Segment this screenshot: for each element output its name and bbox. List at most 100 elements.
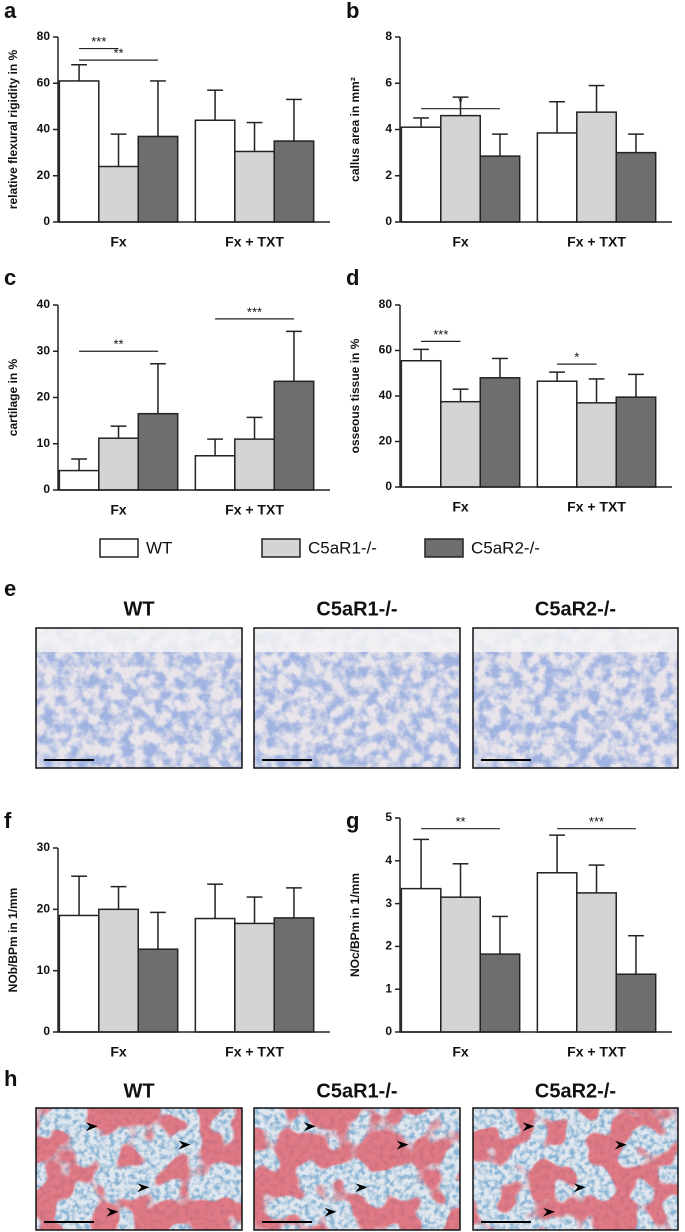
image-title: WT — [123, 1080, 154, 1102]
significance-label: *** — [91, 34, 106, 49]
bar — [234, 922, 275, 1033]
bar — [273, 917, 315, 1033]
bar — [137, 412, 179, 491]
bar — [194, 917, 236, 1033]
image-frame — [35, 627, 243, 769]
legend-swatch — [424, 538, 464, 558]
x-tick-label: Fx + TXT — [567, 499, 626, 515]
significance-label: ** — [113, 46, 123, 61]
image-title: C5aR1-/- — [316, 1080, 397, 1102]
y-tick-label: 0 — [385, 479, 392, 493]
image-sky — [36, 628, 242, 652]
x-tick-label: Fx + TXT — [567, 234, 626, 250]
y-axis-label: cartilage in % — [6, 358, 20, 436]
bar — [440, 400, 481, 488]
y-tick-label: 80 — [379, 297, 393, 311]
bar — [98, 165, 139, 223]
panel-letter: a — [4, 0, 17, 23]
bar — [137, 948, 179, 1033]
y-tick-label: 0 — [43, 214, 50, 228]
bar — [98, 908, 139, 1033]
y-tick-label: 20 — [37, 902, 51, 916]
y-tick-label: 4 — [385, 122, 392, 136]
bar — [400, 887, 442, 1033]
image-frame — [35, 1107, 243, 1231]
bar — [440, 114, 481, 223]
bar — [234, 150, 275, 223]
y-tick-label: 0 — [43, 482, 50, 496]
bar — [58, 469, 100, 491]
arrowhead — [106, 1207, 119, 1217]
significance-label: *** — [247, 304, 262, 319]
image-frame — [472, 627, 679, 769]
panel-letter: e — [4, 576, 16, 601]
bar — [400, 126, 442, 223]
y-tick-label: 20 — [379, 434, 393, 448]
image-frame — [253, 627, 461, 769]
arrowhead — [85, 1122, 98, 1132]
y-tick-label: 1 — [385, 981, 392, 995]
bar — [615, 396, 657, 488]
x-tick-label: Fx + TXT — [225, 1044, 284, 1060]
bar — [479, 377, 521, 488]
bar — [536, 380, 578, 488]
image-title: C5aR1-/- — [316, 598, 397, 620]
bar — [479, 155, 521, 223]
y-tick-label: 2 — [385, 168, 392, 182]
image-frame — [472, 1107, 679, 1231]
bar — [58, 80, 100, 223]
legend-label: C5aR1-/- — [308, 538, 377, 557]
bar — [536, 872, 578, 1033]
y-tick-label: 20 — [37, 390, 51, 404]
x-tick-label: Fx — [110, 234, 127, 250]
bar — [137, 135, 179, 223]
y-axis-label: NOc/BPm in 1/mm — [348, 873, 362, 977]
panel-letter: h — [4, 1066, 17, 1091]
bar — [479, 953, 521, 1033]
significance-label: *** — [589, 814, 604, 829]
x-tick-label: Fx + TXT — [567, 1044, 626, 1060]
y-tick-label: 6 — [385, 75, 392, 89]
significance-label: * — [458, 94, 463, 109]
y-tick-label: 10 — [37, 963, 51, 977]
bar — [273, 380, 315, 491]
legend-swatch — [261, 538, 301, 558]
panel-letter: g — [346, 808, 359, 833]
bar — [576, 111, 617, 223]
panel-letter: c — [4, 265, 16, 290]
x-tick-label: Fx — [452, 1044, 469, 1060]
x-tick-label: Fx — [110, 502, 127, 518]
y-axis-label: relative flexural rigidity in % — [6, 49, 20, 209]
arrowhead — [303, 1122, 316, 1132]
bar — [98, 437, 139, 491]
x-tick-label: Fx — [452, 234, 469, 250]
legend-label: WT — [146, 538, 172, 557]
y-tick-label: 0 — [385, 214, 392, 228]
image-frame — [253, 1107, 461, 1231]
y-tick-label: 0 — [385, 1024, 392, 1038]
bar — [615, 973, 657, 1033]
y-tick-label: 40 — [379, 388, 393, 402]
bar — [194, 455, 236, 491]
y-tick-label: 5 — [385, 810, 392, 824]
arrowhead — [178, 1140, 191, 1150]
panel-letter: f — [4, 808, 12, 833]
image-stain — [473, 1108, 678, 1230]
image-title: C5aR2-/- — [535, 1080, 616, 1102]
bar — [58, 914, 100, 1033]
y-tick-label: 60 — [379, 343, 393, 357]
y-axis-label: callus area in mm² — [348, 77, 362, 182]
x-tick-label: Fx + TXT — [225, 502, 284, 518]
y-tick-label: 10 — [37, 436, 51, 450]
y-tick-label: 8 — [385, 29, 392, 43]
arrowhead — [543, 1207, 555, 1217]
bar — [273, 140, 315, 223]
y-axis-label: NOb/BPm in 1/mm — [6, 888, 20, 993]
significance-label: *** — [433, 327, 448, 342]
significance-label: ** — [113, 337, 123, 352]
arrowhead — [355, 1183, 368, 1193]
y-tick-label: 3 — [385, 896, 392, 910]
panel-letter: d — [346, 265, 359, 290]
arrowhead — [137, 1183, 150, 1193]
